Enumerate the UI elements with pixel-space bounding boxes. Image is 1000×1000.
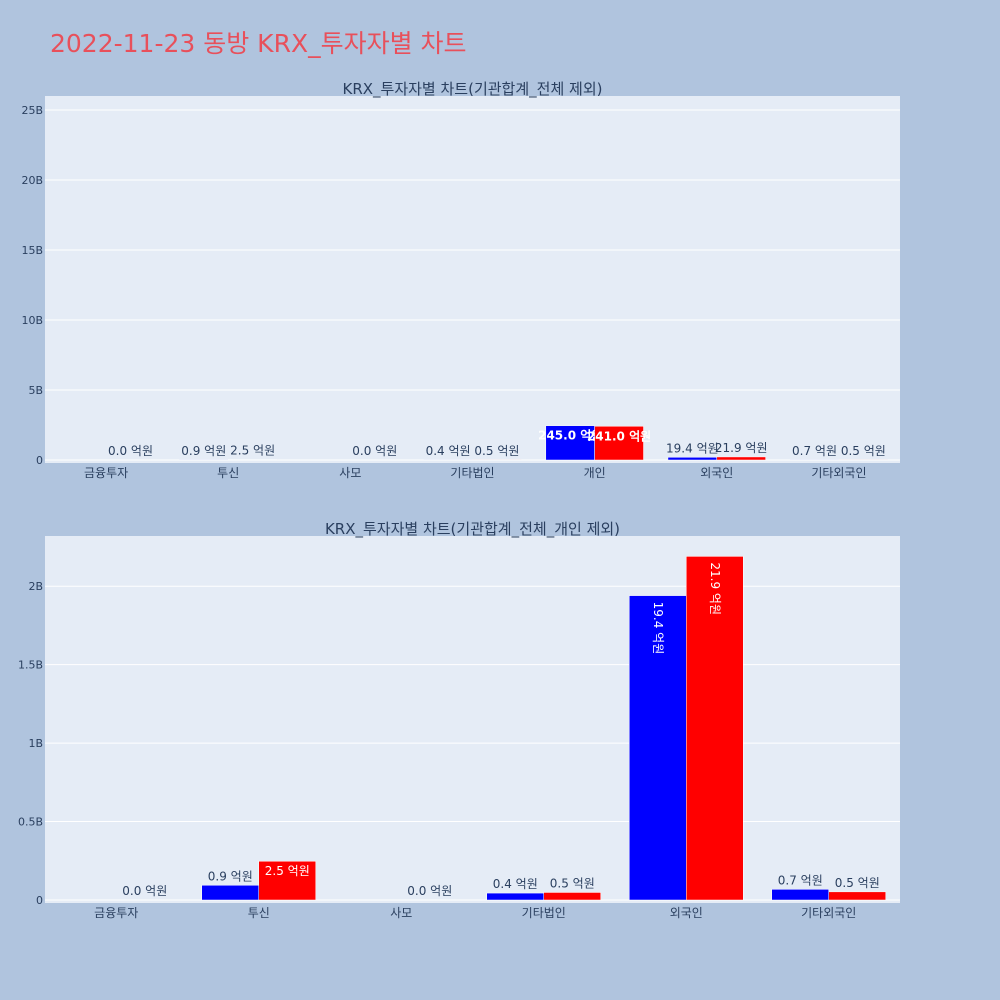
bar-label: 245.0 억원 bbox=[538, 429, 602, 443]
x-tick-label: 사모 bbox=[390, 906, 412, 920]
y-tick-label: 5B bbox=[28, 384, 43, 397]
bar bbox=[629, 595, 687, 901]
x-tick-label: 기타외국인 bbox=[801, 906, 856, 920]
bar-label: 0.0 억원 bbox=[108, 444, 153, 458]
bar-label: 0.4 억원 bbox=[493, 877, 538, 891]
bar bbox=[686, 556, 744, 901]
x-tick-label: 투신 bbox=[217, 466, 239, 480]
x-tick-label: 외국인 bbox=[700, 466, 733, 480]
bar-label: 19.4 억원 bbox=[666, 441, 719, 455]
x-tick-label: 금융투자 bbox=[94, 906, 138, 920]
y-tick-label: 15B bbox=[21, 244, 43, 257]
bar bbox=[543, 892, 601, 901]
plot-area bbox=[45, 536, 900, 903]
x-tick-label: 투신 bbox=[248, 906, 270, 920]
bar-label: 0.7 억원 bbox=[792, 444, 837, 458]
bar bbox=[201, 885, 259, 901]
y-tick-label: 1B bbox=[28, 737, 43, 750]
bar-label: 2.5 억원 bbox=[265, 864, 310, 878]
y-tick-label: 1.5B bbox=[18, 659, 43, 672]
bar-label: 0.5 억원 bbox=[841, 444, 886, 458]
bar bbox=[716, 456, 766, 461]
bar-label: 241.0 억원 bbox=[587, 429, 651, 443]
x-tick-label: 외국인 bbox=[670, 906, 703, 920]
bar-label: 0.5 억원 bbox=[835, 876, 880, 890]
bar-label: 0.0 억원 bbox=[407, 884, 452, 898]
y-tick-label: 25B bbox=[21, 104, 43, 117]
bar-label: 0.5 억원 bbox=[550, 876, 595, 890]
chart-subtitle: KRX_투자자별 차트(기관합계_전체_개인 제외) bbox=[325, 520, 620, 539]
y-tick-label: 2B bbox=[28, 580, 43, 593]
bar-label: 21.9 억원 bbox=[708, 562, 722, 615]
x-tick-label: 기타법인 bbox=[450, 466, 494, 480]
y-tick-label: 0 bbox=[36, 454, 43, 467]
bar-label: 0.0 억원 bbox=[122, 884, 167, 898]
bar bbox=[594, 426, 644, 461]
y-tick-label: 20B bbox=[21, 174, 43, 187]
bar bbox=[486, 892, 544, 901]
x-tick-label: 개인 bbox=[584, 466, 606, 480]
chart-subtitle: KRX_투자자별 차트(기관합계_전체 제외) bbox=[343, 80, 603, 99]
bar-label: 21.9 억원 bbox=[715, 441, 768, 455]
bar-label: 0.4 억원 bbox=[426, 444, 471, 458]
bar bbox=[828, 891, 886, 901]
bar bbox=[545, 425, 595, 461]
bar bbox=[258, 860, 316, 901]
y-tick-label: 0.5B bbox=[18, 816, 43, 829]
bar-label: 2.5 억원 bbox=[230, 444, 275, 458]
bar-label: 0.5 억원 bbox=[474, 444, 519, 458]
x-tick-label: 금융투자 bbox=[84, 466, 128, 480]
x-tick-label: 기타법인 bbox=[522, 906, 566, 920]
bar bbox=[771, 889, 829, 901]
bar-label: 0.7 억원 bbox=[778, 873, 823, 887]
plot-area bbox=[45, 96, 900, 463]
chart-krx-investor-excl-institution: 0 5B 10B 15B 20B 25B KRX_투자자별 차트(기관합계_전체 제외) 금융… bbox=[21, 80, 900, 480]
bar-label: 0.9 억원 bbox=[181, 444, 226, 458]
y-tick-label: 0 bbox=[36, 894, 43, 907]
bar-label: 19.4 억원 bbox=[651, 602, 665, 655]
bar-label: 0.0 억원 bbox=[352, 444, 397, 458]
bar-label: 0.9 억원 bbox=[208, 869, 253, 883]
page-title: 2022-11-23 동방 KRX_투자자별 차트 bbox=[50, 29, 467, 58]
y-tick-label: 10B bbox=[21, 314, 43, 327]
x-tick-label: 기타외국인 bbox=[811, 466, 866, 480]
x-tick-label: 사모 bbox=[339, 466, 361, 480]
